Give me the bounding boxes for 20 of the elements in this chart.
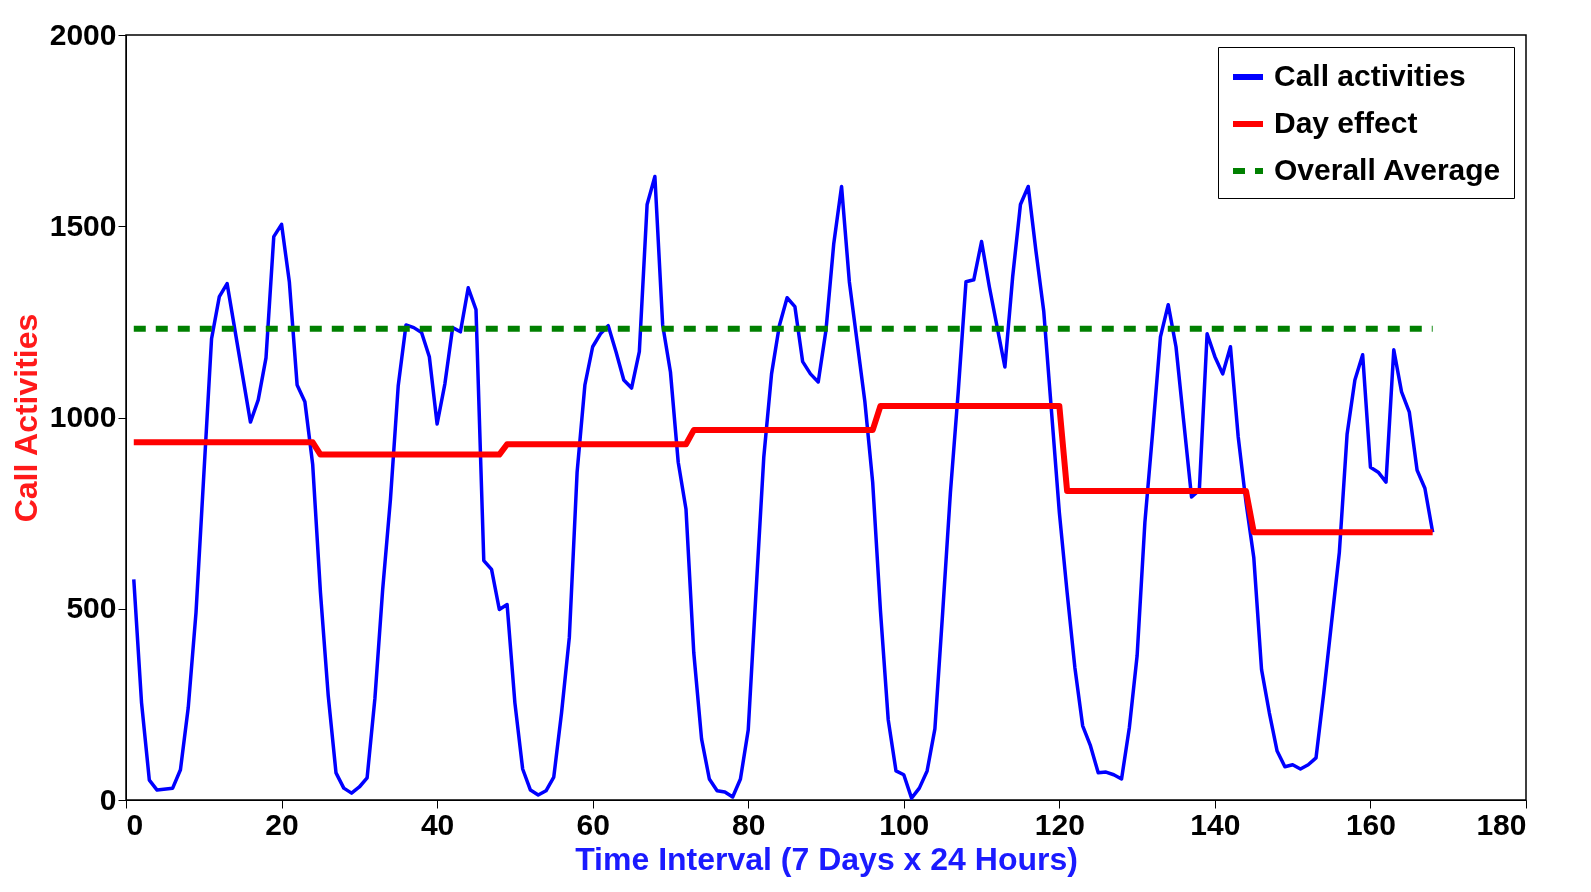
y-tick-label: 1500 — [49, 208, 117, 242]
legend-label: Overall Average — [1274, 153, 1501, 186]
y-tick-label: 1000 — [49, 400, 117, 433]
x-tick-label: 80 — [732, 807, 766, 841]
x-tick-label: 40 — [420, 807, 455, 841]
x-tick-label: 140 — [1190, 807, 1241, 841]
x-tick-label: 160 — [1345, 807, 1396, 841]
x-tick-label: 100 — [879, 807, 930, 841]
legend-label: Call activities — [1274, 59, 1466, 92]
y-tick-label: 2000 — [49, 17, 117, 51]
legend-label: Day effect — [1274, 106, 1418, 139]
x-tick-label: 180 — [1476, 807, 1527, 841]
y-axis-title: Call Activities — [7, 313, 44, 523]
y-tick-label: 0 — [99, 782, 117, 816]
x-tick-label: 60 — [576, 807, 610, 841]
x-axis-title: Time Interval (7 Days x 24 Hours) — [575, 840, 1078, 877]
x-tick-label: 0 — [126, 807, 144, 841]
x-tick-label: 20 — [265, 807, 299, 841]
y-tick-label: 500 — [66, 591, 117, 625]
x-tick-label: 120 — [1034, 807, 1085, 841]
